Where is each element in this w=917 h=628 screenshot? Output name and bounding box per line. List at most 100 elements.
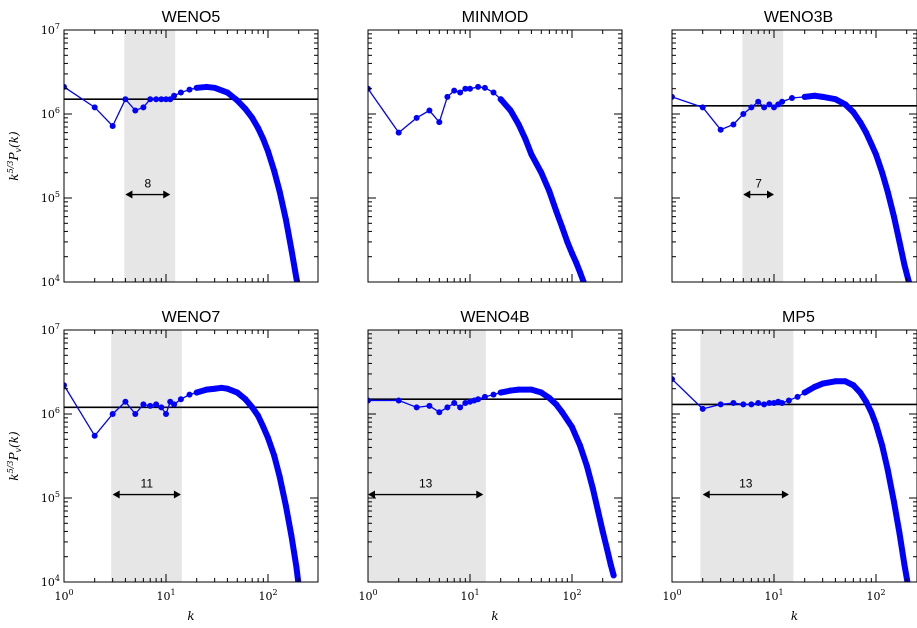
data-point [761,104,768,111]
x-tick-label: 101 [764,588,783,603]
data-point [779,400,786,407]
panel-frame [671,29,917,283]
data-point [296,583,302,589]
data-point [171,92,178,99]
panel-title: WENO3B [764,9,833,26]
data-point [153,96,160,103]
annotation-arrow-head-left [743,190,751,199]
data-point [730,400,737,407]
data-point [122,96,129,103]
plot-area [368,83,587,282]
data-point [186,86,193,93]
data-point [413,114,420,121]
series-dense-tail [193,384,302,582]
panel-frame [367,329,623,583]
panel-weno4b: 13 100 101 102 WENO4B k [358,309,623,623]
plot-area: 13 [672,330,917,593]
data-point [906,587,912,593]
data-point [748,104,755,111]
data-point [481,393,488,400]
panel-minmod: MINMOD [367,9,623,283]
y-tick-label: 106 [41,406,60,421]
data-point [475,83,482,90]
data-point [158,96,165,103]
annotation-label: 11 [141,477,154,491]
data-point [122,398,129,405]
data-point [481,84,488,91]
data-point [167,96,174,103]
x-tick-label: 100 [662,588,681,603]
data-point [163,411,169,417]
x-axis-label: k [187,609,194,623]
series-dense-tail [801,92,912,282]
annotation-arrow-head-right [163,190,171,199]
data-point [490,391,497,398]
data-point [177,89,184,96]
annotation-label: 13 [739,477,753,491]
data-point [436,119,443,126]
data-point [147,96,154,103]
x-axis-label: k [491,609,498,623]
plot-area: 8 [64,30,318,293]
data-point [740,401,747,408]
data-point [153,401,160,408]
panel-title: WENO4B [460,309,529,326]
annotation-label: 13 [419,477,433,491]
y-tick-label: 107 [41,22,60,37]
data-point [771,104,777,111]
series-dense-tail [497,386,617,579]
data-point [794,393,801,400]
data-point [395,129,402,136]
series-dense-tail [497,96,587,282]
data-point [457,89,464,96]
series-line [368,86,585,282]
data-point [91,432,98,439]
annotation-label: 8 [144,177,151,191]
data-point [766,101,773,108]
data-point [132,411,139,417]
data-point [717,401,724,408]
x-tick-label: 101 [460,588,479,603]
data-point [462,85,469,92]
data-point [467,85,473,92]
data-point [158,404,165,411]
plot-area: 11 [64,330,318,589]
data-point [426,107,433,114]
data-point [740,111,747,117]
data-point [296,287,302,293]
annotation-arrow-head-left [112,490,120,499]
y-tick-label: 104 [41,574,60,589]
y-axis-label: k5/3Pv(k) [6,131,23,181]
data-point [730,121,737,128]
annotation-label: 7 [755,177,762,191]
data-point [672,376,675,383]
series-dense-tail [801,378,911,582]
data-point [91,104,98,111]
data-point [451,400,458,407]
data-point [462,400,469,407]
data-point [699,104,706,111]
plot-area: 13 [368,330,622,582]
data-point [761,401,768,408]
panel-mp5: 13 100 101 102 MP5 k [662,309,917,623]
data-point [426,402,433,409]
data-point [147,402,154,409]
x-tick-label: 100 [54,588,73,603]
shaded-band [111,330,182,582]
data-point [395,397,402,404]
data-point [699,405,706,412]
panel-title: WENO7 [162,309,221,326]
annotation-arrow-head-right [173,490,181,499]
data-point [132,107,139,114]
data-point [755,400,762,407]
panel-weno5: 8 104 105 106 107 WENO5 k5/3Pv(k) [6,9,319,293]
shaded-band [700,330,794,582]
panel-title: WENO5 [162,9,221,26]
data-point [755,98,762,105]
y-tick-label: 105 [41,190,60,205]
annotation-arrow-head-left [368,490,375,499]
data-point [413,404,420,411]
y-tick-label: 107 [41,322,60,337]
data-point [171,401,178,408]
